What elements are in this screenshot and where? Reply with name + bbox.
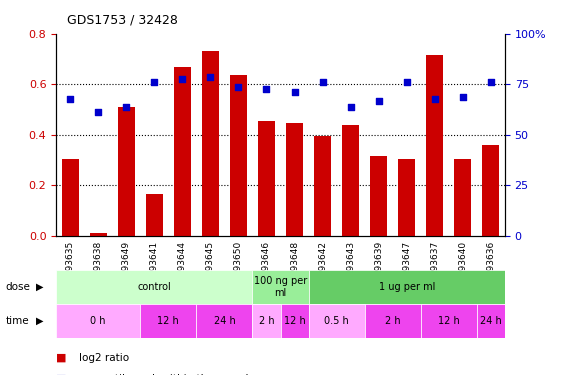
Bar — [146, 194, 163, 236]
Point — [178, 76, 187, 82]
FancyBboxPatch shape — [196, 304, 252, 338]
FancyBboxPatch shape — [56, 270, 252, 304]
Text: ■: ■ — [56, 374, 70, 375]
Bar — [426, 55, 443, 236]
Text: 1 ug per ml: 1 ug per ml — [379, 282, 435, 292]
FancyBboxPatch shape — [477, 304, 505, 338]
Point — [318, 79, 327, 85]
Text: ▶: ▶ — [36, 316, 44, 326]
Bar — [174, 67, 191, 236]
Text: log2 ratio: log2 ratio — [79, 353, 128, 363]
Text: time: time — [6, 316, 29, 326]
Point — [94, 109, 103, 115]
Bar — [202, 51, 219, 236]
Bar — [62, 159, 79, 236]
Bar — [118, 107, 135, 236]
Text: 12 h: 12 h — [438, 316, 459, 326]
Text: 24 h: 24 h — [480, 316, 502, 326]
Bar — [90, 233, 107, 236]
Point — [234, 84, 243, 90]
Text: GDS1753 / 32428: GDS1753 / 32428 — [67, 13, 178, 26]
Point — [122, 104, 131, 110]
Text: 2 h: 2 h — [385, 316, 401, 326]
Point — [402, 79, 411, 85]
Bar — [454, 159, 471, 236]
Point — [374, 98, 383, 104]
Text: dose: dose — [6, 282, 30, 292]
Point — [66, 96, 75, 102]
FancyBboxPatch shape — [56, 304, 140, 338]
FancyBboxPatch shape — [280, 304, 309, 338]
Bar — [258, 121, 275, 236]
FancyBboxPatch shape — [252, 270, 309, 304]
Text: 12 h: 12 h — [284, 316, 305, 326]
Point — [486, 79, 495, 85]
Bar — [230, 75, 247, 236]
FancyBboxPatch shape — [140, 304, 196, 338]
Text: 24 h: 24 h — [214, 316, 235, 326]
Text: 0 h: 0 h — [90, 316, 106, 326]
Text: control: control — [137, 282, 171, 292]
Point — [290, 89, 299, 95]
Bar — [398, 159, 415, 236]
Text: ▶: ▶ — [36, 282, 44, 292]
FancyBboxPatch shape — [252, 304, 280, 338]
Point — [458, 94, 467, 100]
Point — [430, 96, 439, 102]
FancyBboxPatch shape — [421, 304, 477, 338]
Bar — [482, 145, 499, 236]
Bar — [314, 136, 331, 236]
Text: 100 ng per
ml: 100 ng per ml — [254, 276, 307, 298]
Bar — [342, 125, 359, 236]
Bar — [370, 156, 387, 236]
FancyBboxPatch shape — [309, 304, 365, 338]
Text: 2 h: 2 h — [259, 316, 274, 326]
FancyBboxPatch shape — [365, 304, 421, 338]
Text: percentile rank within the sample: percentile rank within the sample — [79, 374, 255, 375]
Text: 12 h: 12 h — [158, 316, 179, 326]
Bar — [286, 123, 303, 236]
Point — [346, 104, 355, 110]
FancyBboxPatch shape — [309, 270, 505, 304]
Text: ■: ■ — [56, 353, 70, 363]
Text: 0.5 h: 0.5 h — [324, 316, 349, 326]
Point — [262, 86, 271, 92]
Point — [150, 79, 159, 85]
Point — [206, 74, 215, 80]
